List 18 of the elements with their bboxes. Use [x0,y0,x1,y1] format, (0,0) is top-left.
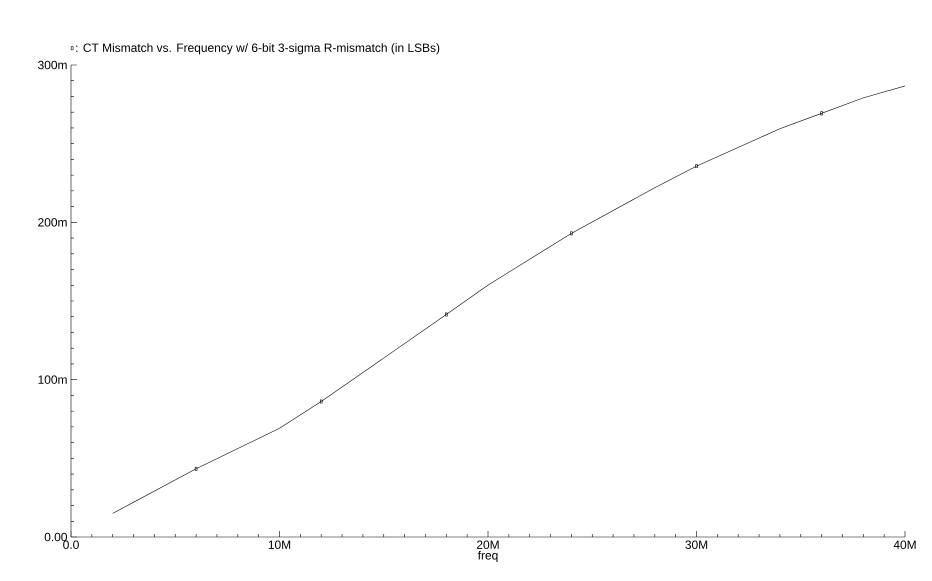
x-axis-title: freq [478,550,498,562]
y-tick-label: 100m [38,375,67,384]
y-tick-label: 0.00 [44,532,68,542]
x-tick-label: 0.0 [63,540,79,549]
point [695,164,698,168]
point [570,231,573,236]
point [445,312,448,316]
x-tick-label: 20M [476,540,499,549]
line-series [112,86,906,514]
x-tick-label: 40M [894,540,916,549]
x-tick-label: 30M [685,540,708,549]
legend-label: : CT Mismatch vs. Frequency w/ 6-bit 3-sigma R-mismatch (in LSBs) [76,43,440,54]
x-tick-label: 10M [268,540,290,549]
point [820,111,823,116]
point [194,466,198,471]
y-tick-label: 300m [38,60,67,70]
y-tick-label: 200m [38,218,67,227]
point [320,400,322,404]
